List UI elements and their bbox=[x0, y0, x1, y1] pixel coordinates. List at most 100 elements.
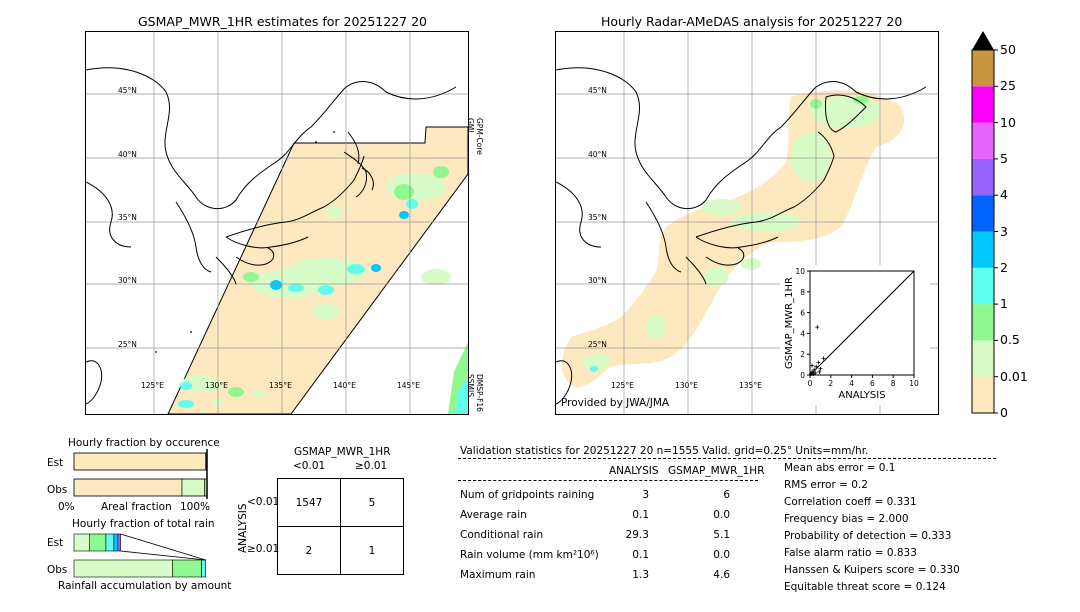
rain-obs-label: Obs bbox=[47, 564, 68, 576]
colorbar-level-label: 3 bbox=[1000, 223, 1008, 239]
left-lon-label: 130°E bbox=[205, 381, 228, 390]
colorbar-segment bbox=[972, 195, 994, 232]
score-line: Hanssen & Kuipers score = 0.330 bbox=[784, 564, 960, 576]
contingency-col-header: <0.01 bbox=[293, 460, 326, 472]
occurrence-obs-label: Obs bbox=[47, 484, 68, 496]
colorbar-segment bbox=[972, 267, 994, 305]
contingency-row-header: ≥0.01 bbox=[247, 543, 280, 555]
scatter-point bbox=[815, 325, 820, 330]
scatter-x-tick-label: 10 bbox=[909, 379, 919, 388]
colorbar-level-label: 10 bbox=[1000, 114, 1016, 130]
scatter-point bbox=[816, 360, 821, 365]
colorbar-level-label: 2 bbox=[1000, 259, 1008, 275]
scatter-y-tick-label: 8 bbox=[800, 288, 805, 297]
colorbar-segment bbox=[972, 231, 994, 268]
right-lon-label: 125°E bbox=[611, 381, 634, 390]
occurrence-est-label: Est bbox=[47, 457, 64, 469]
rain-connector bbox=[120, 550, 206, 561]
scatter-point bbox=[812, 367, 817, 372]
colorbar-segment bbox=[972, 86, 994, 123]
colorbar-level-label: 5 bbox=[1000, 150, 1008, 166]
validation-row-label: Conditional rain bbox=[460, 529, 544, 541]
rain-canvas bbox=[73, 533, 206, 578]
colorbar-level-label: 0.5 bbox=[1000, 332, 1020, 348]
right-lon-label: 130°E bbox=[675, 381, 698, 390]
scatter-y-tick-label: 0 bbox=[800, 371, 805, 380]
occurrence-canvas bbox=[73, 449, 208, 499]
fraction-bar-segment bbox=[201, 559, 206, 578]
scatter-y-tick-label: 2 bbox=[800, 350, 805, 359]
scatter-diagonal bbox=[809, 270, 915, 376]
left-map-canvas bbox=[86, 32, 468, 414]
data-credit: Provided by JWA/JMA bbox=[561, 397, 670, 409]
scatter-y-tick-label: 10 bbox=[795, 267, 805, 276]
validation-divider bbox=[458, 480, 758, 481]
right-lat-label: 35°N bbox=[588, 213, 607, 222]
colorbar-extend-arrow bbox=[972, 31, 994, 50]
contingency-row-header: <0.01 bbox=[247, 496, 280, 508]
fraction-bar-segment bbox=[181, 478, 205, 497]
occurrence-chart bbox=[73, 449, 209, 499]
occurrence-xlabel: Areal fraction bbox=[101, 501, 172, 513]
rain-chart bbox=[73, 530, 209, 580]
left-map-title: GSMAP_MWR_1HR estimates for 20251227 20 bbox=[138, 14, 427, 29]
validation-analysis-value: 29.3 bbox=[625, 529, 649, 541]
scatter-x-tick-label: 8 bbox=[891, 379, 896, 388]
scatter-xlabel: ANALYSIS bbox=[838, 390, 885, 401]
rain-est-label: Est bbox=[47, 537, 64, 549]
scatter-point bbox=[817, 369, 822, 374]
contingency-title: GSMAP_MWR_1HR bbox=[294, 446, 391, 458]
left-lon-label: 125°E bbox=[141, 381, 164, 390]
occurrence-tick-100: 100% bbox=[180, 501, 211, 513]
scatter-point bbox=[813, 370, 818, 375]
colorbar-segment bbox=[972, 376, 994, 413]
right-map-title: Hourly Radar-AMeDAS analysis for 2025122… bbox=[601, 14, 903, 29]
right-lat-label: 40°N bbox=[588, 150, 607, 159]
validation-divider bbox=[458, 458, 996, 459]
left-lon-label: 145°E bbox=[397, 381, 420, 390]
occurrence-title: Hourly fraction by occurence bbox=[68, 437, 220, 449]
rain-connector bbox=[120, 533, 206, 561]
validation-gsmap-value: 4.6 bbox=[713, 569, 730, 581]
validation-header: Validation statistics for 20251227 20 n=… bbox=[460, 445, 869, 457]
score-line: Correlation coeff = 0.331 bbox=[784, 496, 917, 508]
left-lat-label: 45°N bbox=[118, 86, 137, 95]
validation-row-label: Rain volume (mm km²10⁶) bbox=[460, 549, 599, 561]
score-line: False alarm ratio = 0.833 bbox=[784, 547, 917, 559]
validation-analysis-value: 0.1 bbox=[632, 509, 649, 521]
left-lon-label: 135°E bbox=[269, 381, 292, 390]
fraction-bar-segment bbox=[113, 533, 119, 552]
score-line: Probability of detection = 0.333 bbox=[784, 530, 952, 542]
colorbar bbox=[960, 30, 1020, 415]
fraction-bar-segment bbox=[172, 559, 202, 578]
scatter-point bbox=[810, 363, 815, 368]
validation-gsmap-value: 5.1 bbox=[713, 529, 730, 541]
scatter-x-tick-label: 4 bbox=[849, 379, 854, 388]
scatter-x-tick-label: 0 bbox=[808, 379, 813, 388]
validation-gsmap-value: 0.0 bbox=[713, 509, 730, 521]
colorbar-canvas bbox=[971, 31, 998, 414]
colorbar-segment bbox=[972, 122, 994, 159]
validation-analysis-value: 1.3 bbox=[632, 569, 649, 581]
scatter-y-tick-label: 6 bbox=[800, 309, 805, 318]
validation-row-label: Maximum rain bbox=[460, 569, 536, 581]
contingency-table: 1547 5 2 1 bbox=[277, 478, 404, 575]
fraction-bar-segment bbox=[117, 533, 121, 552]
scatter-x-tick-label: 6 bbox=[870, 379, 875, 388]
fraction-bar-segment bbox=[73, 533, 90, 552]
contingency-cell: 1547 bbox=[277, 478, 341, 527]
left-lat-label: 35°N bbox=[118, 213, 137, 222]
score-line: Mean abs error = 0.1 bbox=[784, 462, 896, 474]
colorbar-level-label: 0 bbox=[1000, 405, 1008, 420]
scatter-point bbox=[814, 364, 819, 369]
swath-label-bottom: DMSP-F16 SSMIS bbox=[466, 374, 484, 412]
validation-row-label: Num of gridpoints raining bbox=[460, 489, 595, 501]
contingency-cell: 5 bbox=[340, 478, 404, 527]
contingency-col-header: ≥0.01 bbox=[355, 460, 388, 472]
validation-gsmap-value: 0.0 bbox=[713, 549, 730, 561]
left-lat-label: 40°N bbox=[118, 150, 137, 159]
colorbar-level-label: 1 bbox=[1000, 296, 1008, 312]
rain-title: Hourly fraction of total rain bbox=[72, 518, 215, 530]
swath-label-top: GPM-Core GMI bbox=[466, 118, 484, 155]
colorbar-segment bbox=[972, 158, 994, 196]
